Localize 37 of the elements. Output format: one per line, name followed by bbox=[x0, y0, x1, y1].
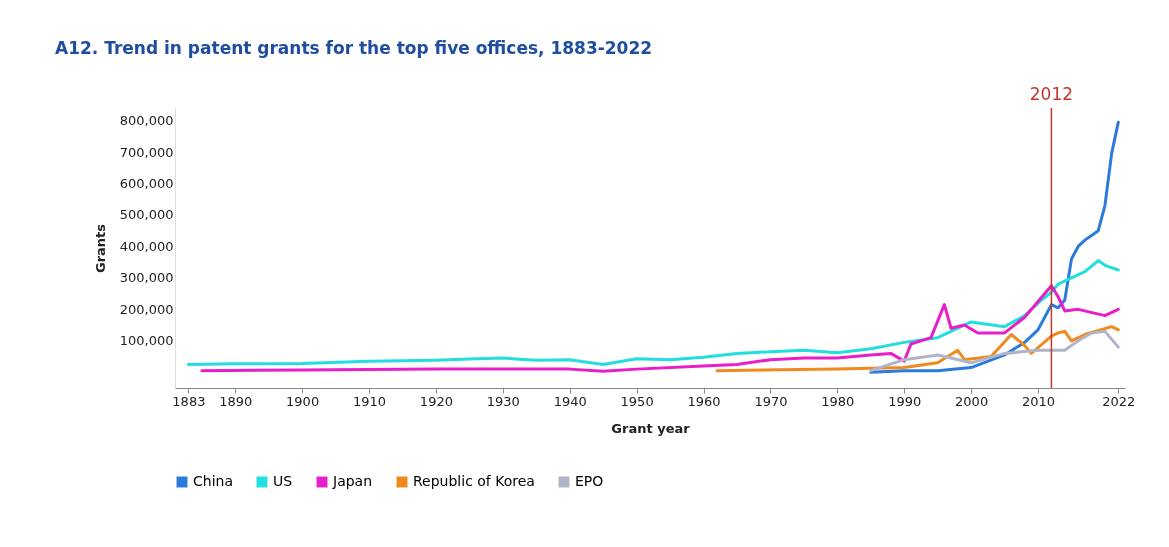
x-tick-label: 1950 bbox=[620, 393, 654, 409]
line-series bbox=[715, 325, 1120, 373]
y-tick-label: 600,000 bbox=[119, 176, 174, 192]
x-tick-label: 1900 bbox=[286, 393, 320, 409]
y-tick-label: 800,000 bbox=[119, 113, 174, 129]
x-tick-label: 1910 bbox=[352, 393, 387, 409]
y-tick-label: 400,000 bbox=[119, 238, 174, 254]
line-series bbox=[200, 284, 1120, 373]
y-tick-label: 700,000 bbox=[119, 144, 174, 160]
chart-title: A12. Trend in patent grants for the top five offices, 1883-2022 bbox=[55, 38, 653, 58]
y-tick-label: 300,000 bbox=[119, 270, 174, 286]
x-tick-label: 2010 bbox=[1021, 393, 1056, 409]
line-series bbox=[186, 259, 1120, 366]
x-tick-label: 1980 bbox=[821, 393, 855, 409]
x-tick-label: 2000 bbox=[955, 393, 989, 409]
legend-label: Republic of Korea bbox=[413, 473, 535, 489]
legend-label: US bbox=[273, 473, 293, 489]
x-tick-label: 1930 bbox=[486, 393, 520, 409]
x-tick-label: 1920 bbox=[419, 393, 453, 409]
x-tick-label: 1960 bbox=[687, 393, 721, 409]
x-tick-label: 1883 bbox=[172, 393, 206, 409]
x-tick-label: 2022 bbox=[1102, 393, 1136, 409]
legend-label: Japan bbox=[332, 473, 373, 489]
x-axis-title: Grant year bbox=[611, 420, 691, 436]
legend-label: China bbox=[193, 473, 233, 489]
x-tick-label: 1890 bbox=[219, 393, 253, 409]
line-series bbox=[869, 329, 1120, 373]
x-tick-label: 1990 bbox=[888, 393, 922, 409]
y-tick-label: 200,000 bbox=[119, 301, 174, 317]
legend-label: EPO bbox=[575, 473, 604, 489]
y-axis-title: Grants bbox=[92, 223, 108, 274]
ref-line-label: 2012 bbox=[1029, 84, 1074, 104]
line-series bbox=[869, 120, 1120, 374]
x-tick-label: 1940 bbox=[553, 393, 587, 409]
y-tick-label: 500,000 bbox=[119, 207, 174, 223]
y-tick-label: 100,000 bbox=[119, 333, 174, 349]
x-tick-label: 1970 bbox=[754, 393, 788, 409]
